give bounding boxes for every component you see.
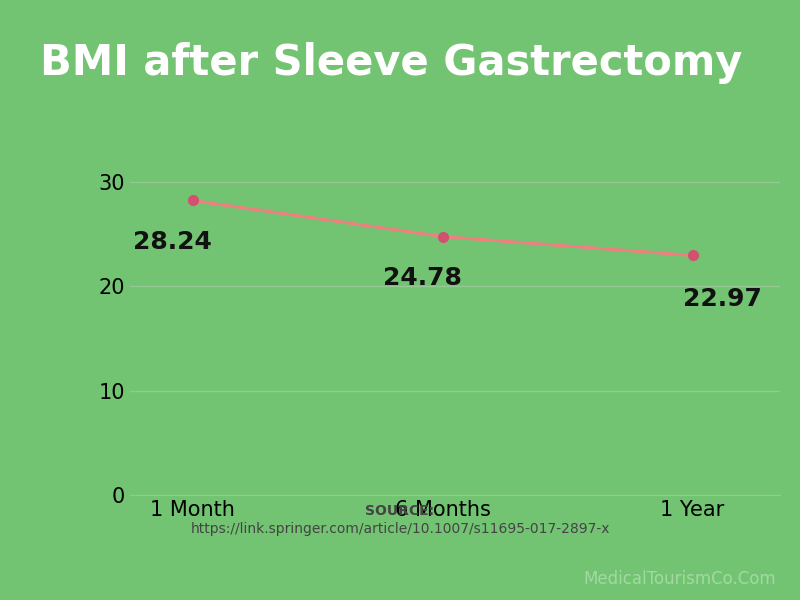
Text: MedicalTourismCo.Com: MedicalTourismCo.Com bbox=[583, 570, 776, 588]
Text: 22.97: 22.97 bbox=[683, 287, 762, 311]
Text: 28.24: 28.24 bbox=[133, 230, 212, 254]
Text: BMI after Sleeve Gastrectomy: BMI after Sleeve Gastrectomy bbox=[40, 42, 742, 84]
Text: 24.78: 24.78 bbox=[383, 266, 462, 290]
Text: https://link.springer.com/article/10.1007/s11695-017-2897-x: https://link.springer.com/article/10.100… bbox=[190, 522, 610, 536]
Text: SOURCE:: SOURCE: bbox=[366, 504, 434, 518]
